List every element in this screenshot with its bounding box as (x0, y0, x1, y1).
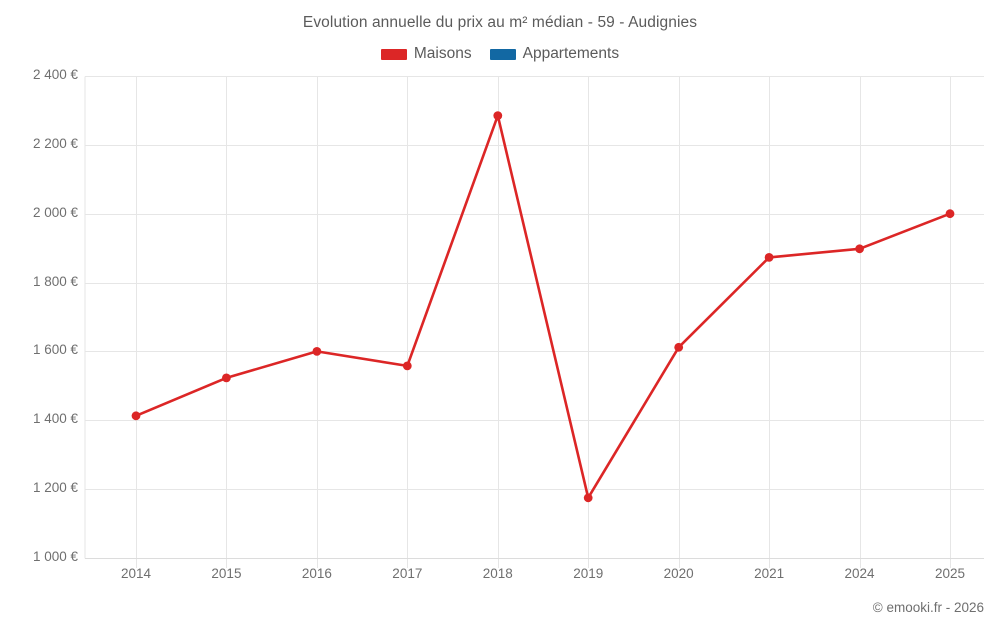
x-axis-tick-label: 2017 (392, 566, 423, 581)
data-point-maisons[interactable] (222, 373, 231, 383)
data-point-maisons[interactable] (402, 361, 412, 371)
legend-item-maisons[interactable]: Maisons (380, 45, 472, 63)
x-axis-tick-label: 2021 (754, 566, 785, 581)
x-axis-tick-label: 2025 (934, 566, 966, 581)
chart-footer-credit: © emooki.fr - 2026 (872, 600, 984, 615)
legend-label-maisons: Maisons (413, 45, 472, 62)
data-point-maisons[interactable] (674, 342, 684, 352)
x-axis-tick-label: 2018 (482, 566, 513, 581)
x-axis-tick-label: 2015 (211, 566, 242, 581)
chart-title: Evolution annuelle du prix au m² médian … (302, 14, 698, 31)
series-layer (131, 111, 955, 503)
legend-swatch-appartements (489, 48, 516, 60)
y-axis-tick-label: 2 200 € (32, 135, 78, 151)
y-axis-tick-label: 1 200 € (32, 480, 78, 496)
data-point-maisons[interactable] (493, 111, 503, 120)
x-axis-tick-label: 2020 (663, 566, 694, 581)
grid-layer (84, 76, 984, 568)
x-axis-tick-label: 2019 (573, 566, 604, 581)
y-axis-tick-label: 1 600 € (32, 342, 78, 358)
chart-legend: Maisons Appartements (0, 45, 1000, 63)
y-axis-tick-label: 2 000 € (32, 204, 78, 220)
data-point-maisons[interactable] (855, 244, 864, 254)
data-point-maisons[interactable] (131, 411, 141, 421)
series-line-maisons (134, 114, 952, 500)
y-axis-tick-label: 2 400 € (32, 67, 78, 82)
y-axis-tick-label: 1 000 € (32, 549, 78, 564)
data-point-maisons[interactable] (764, 253, 774, 262)
x-axis-tick-label: 2014 (120, 566, 152, 581)
data-point-maisons[interactable] (312, 347, 322, 356)
data-point-maisons[interactable] (945, 209, 955, 219)
legend-swatch-maisons (380, 48, 407, 60)
legend-label-appartements: Appartements (522, 45, 620, 62)
y-axis-tick-label: 1 400 € (32, 411, 78, 427)
legend-item-appartements[interactable]: Appartements (489, 45, 620, 63)
x-axis-tick-label: 2016 (301, 566, 332, 581)
y-axis-tick-labels: 1 000 € 1 200 € 1 400 € 1 600 € 1 800 € 2 000… (0, 0, 78, 625)
y-axis-tick-label: 1 800 € (32, 273, 78, 289)
x-axis-tick-label: 2024 (844, 566, 875, 581)
data-point-maisons[interactable] (583, 493, 593, 503)
